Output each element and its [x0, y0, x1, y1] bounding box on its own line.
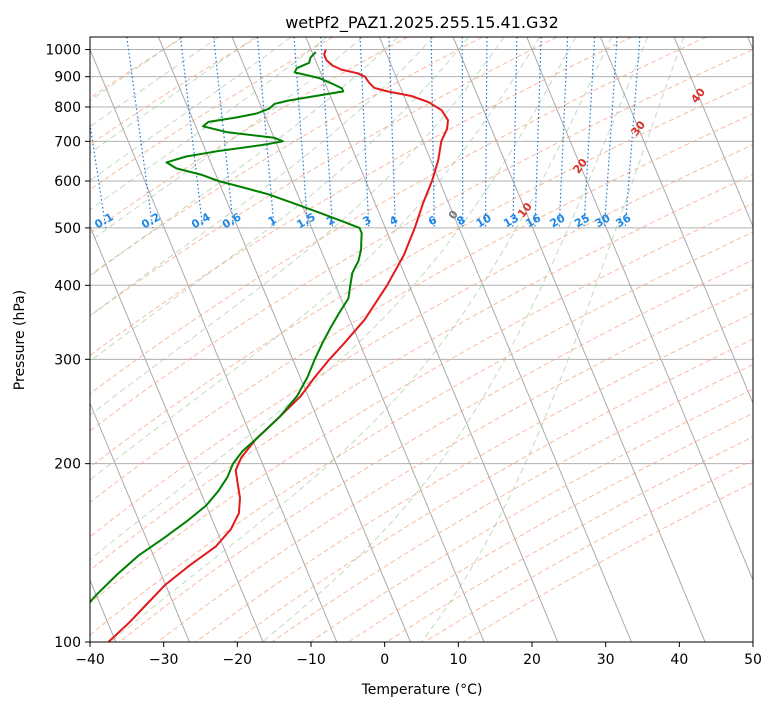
y-tick-label: 800 — [54, 100, 81, 116]
x-axis-ticks: −40 −30 −20 −10 0 10 20 30 40 50 — [75, 642, 762, 668]
moist-adiabat-line — [261, 37, 649, 642]
y-tick-label: 100 — [54, 635, 81, 651]
dry-adiabat-line — [90, 37, 633, 357]
dry-adiabat-line — [309, 388, 753, 642]
dry-adiabat-line — [271, 363, 753, 642]
moist-adiabat-line — [90, 37, 541, 481]
x-tick-label: 50 — [744, 652, 762, 668]
y-tick-label: 200 — [54, 457, 81, 473]
isotherm-line — [378, 37, 632, 642]
isotherm-line — [157, 37, 411, 642]
dry-adiabat-line — [90, 231, 753, 636]
isotherm-line — [90, 401, 190, 642]
dry-adiabat-line — [90, 37, 483, 276]
mixing-ratio-line — [126, 37, 154, 228]
mixing-ratio-line — [179, 37, 204, 228]
dry-adiabat-line — [119, 259, 753, 642]
dewpoint-trace — [90, 51, 363, 604]
moist-adiabat-line — [90, 37, 363, 242]
dry-adiabat-line — [90, 113, 753, 504]
moist-adiabat-line — [90, 37, 399, 277]
y-axis-ticks: 100 200 300 400 500 600 700 800 900 1000 — [45, 43, 90, 651]
y-tick-label: 400 — [54, 278, 81, 294]
x-tick-label: 20 — [523, 652, 541, 668]
x-tick-label: 10 — [449, 652, 467, 668]
x-tick-label: −30 — [149, 652, 179, 668]
dry-adiabat-line — [90, 37, 259, 146]
isotherm-line — [599, 37, 753, 405]
y-tick-label: 500 — [54, 221, 81, 237]
moist-adiabat-line — [90, 37, 328, 211]
moist-adiabat-line — [90, 37, 505, 416]
moist-adiabat-line — [110, 37, 612, 642]
x-axis-label: Temperature (°C) — [361, 682, 483, 698]
moist-adiabat-line — [420, 37, 685, 642]
dry-adiabat-line — [90, 81, 753, 468]
y-tick-label: 1000 — [45, 43, 81, 59]
sounding-traces — [90, 49, 449, 642]
plot-frame — [89, 36, 754, 643]
chart-title: wetPf2_PAZ1.2025.255.15.41.G32 — [285, 13, 559, 33]
x-tick-label: −20 — [223, 652, 253, 668]
dry-adiabat-line — [90, 49, 753, 432]
dry-adiabat-line — [90, 37, 707, 395]
mixing-ratio-line — [90, 120, 107, 228]
background-labels: 0.10.20.40.611.52346810131620253036-100-… — [92, 85, 708, 231]
dry-adiabat-line — [90, 174, 753, 571]
dry-adiabat-line — [90, 37, 558, 317]
isotherm-line — [673, 37, 753, 228]
y-axis-label: Pressure (hPa) — [12, 290, 28, 390]
y-tick-label: 700 — [54, 134, 81, 150]
background-lines — [90, 37, 753, 642]
dry-adiabat-line — [90, 144, 753, 538]
x-tick-label: 0 — [380, 652, 389, 668]
dry-adiabat-line — [90, 203, 753, 604]
x-tick-label: −10 — [296, 652, 326, 668]
moist-adiabat-line — [90, 37, 256, 154]
temperature-trace — [107, 49, 449, 642]
moist-adiabat-line — [90, 37, 219, 128]
x-tick-label: −40 — [75, 652, 105, 668]
moist-adiabat-line — [90, 37, 292, 182]
isotherm-line — [452, 37, 706, 642]
isotherm-line — [90, 48, 338, 642]
moist-adiabat-line — [90, 37, 183, 102]
dry-adiabat-line — [90, 37, 334, 191]
y-tick-label: 600 — [54, 174, 81, 190]
plot-area: 0.10.20.40.611.52346810131620253036-100-… — [90, 37, 753, 642]
x-tick-label: 40 — [670, 652, 688, 668]
y-tick-label: 300 — [54, 352, 81, 368]
x-tick-label: 30 — [597, 652, 615, 668]
moist-adiabat-line — [90, 37, 469, 362]
y-tick-label: 900 — [54, 70, 81, 86]
dry-adiabat-line — [233, 338, 753, 642]
isotherm-line — [526, 37, 753, 582]
